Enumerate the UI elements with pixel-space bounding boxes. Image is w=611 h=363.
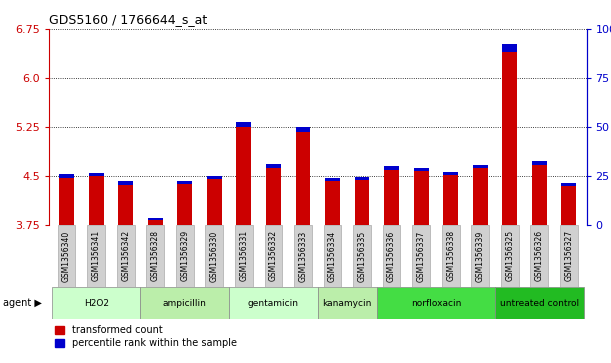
- Bar: [501, 225, 519, 287]
- Bar: [562, 186, 576, 225]
- Bar: [205, 225, 223, 287]
- Bar: [266, 168, 281, 225]
- Bar: [235, 225, 253, 287]
- Bar: [502, 52, 517, 225]
- Bar: [87, 225, 105, 287]
- Bar: [147, 225, 164, 287]
- Text: GDS5160 / 1766644_s_at: GDS5160 / 1766644_s_at: [49, 13, 207, 26]
- Bar: [148, 220, 163, 225]
- Text: GSM1356325: GSM1356325: [505, 231, 514, 281]
- Bar: [354, 177, 370, 180]
- Bar: [562, 183, 576, 186]
- Text: GSM1356328: GSM1356328: [151, 231, 159, 281]
- Legend: transformed count, percentile rank within the sample: transformed count, percentile rank withi…: [54, 324, 238, 349]
- Bar: [443, 175, 458, 225]
- Bar: [89, 173, 103, 176]
- Text: agent ▶: agent ▶: [3, 298, 42, 308]
- Bar: [236, 127, 251, 225]
- Bar: [296, 127, 310, 132]
- Text: GSM1356336: GSM1356336: [387, 230, 396, 282]
- Text: GSM1356342: GSM1356342: [121, 231, 130, 281]
- Bar: [560, 225, 577, 287]
- Bar: [502, 44, 517, 52]
- Text: gentamicin: gentamicin: [248, 299, 299, 307]
- Text: GSM1356327: GSM1356327: [565, 231, 573, 281]
- Bar: [52, 287, 141, 319]
- Text: GSM1356339: GSM1356339: [476, 230, 485, 282]
- Bar: [382, 225, 400, 287]
- Bar: [59, 178, 74, 225]
- Text: GSM1356331: GSM1356331: [240, 231, 248, 281]
- Bar: [119, 182, 133, 184]
- Bar: [532, 165, 547, 225]
- Bar: [377, 287, 495, 319]
- Bar: [414, 171, 428, 225]
- Bar: [412, 225, 430, 287]
- Text: norfloxacin: norfloxacin: [411, 299, 461, 307]
- Text: GSM1356341: GSM1356341: [92, 231, 101, 281]
- Text: GSM1356326: GSM1356326: [535, 231, 544, 281]
- Bar: [266, 164, 281, 168]
- Bar: [148, 218, 163, 220]
- Bar: [207, 179, 222, 225]
- Bar: [414, 168, 428, 171]
- Bar: [325, 181, 340, 225]
- Bar: [294, 225, 312, 287]
- Text: GSM1356337: GSM1356337: [417, 230, 426, 282]
- Bar: [324, 225, 342, 287]
- Text: untreated control: untreated control: [500, 299, 579, 307]
- Text: GSM1356335: GSM1356335: [357, 230, 367, 282]
- Bar: [443, 172, 458, 175]
- Bar: [58, 225, 76, 287]
- Bar: [532, 160, 547, 165]
- Bar: [442, 225, 459, 287]
- Bar: [141, 287, 229, 319]
- Bar: [473, 168, 488, 225]
- Bar: [265, 225, 282, 287]
- Text: ampicillin: ampicillin: [163, 299, 207, 307]
- Bar: [176, 225, 194, 287]
- Bar: [530, 225, 548, 287]
- Bar: [495, 287, 584, 319]
- Text: GSM1356329: GSM1356329: [180, 231, 189, 281]
- Bar: [354, 180, 370, 225]
- Bar: [89, 176, 103, 225]
- Text: GSM1356340: GSM1356340: [62, 230, 71, 282]
- Bar: [296, 132, 310, 225]
- Bar: [229, 287, 318, 319]
- Bar: [177, 181, 192, 184]
- Bar: [59, 175, 74, 178]
- Bar: [236, 122, 251, 127]
- Text: GSM1356332: GSM1356332: [269, 231, 278, 281]
- Bar: [384, 166, 399, 170]
- Bar: [177, 184, 192, 225]
- Bar: [325, 178, 340, 181]
- Text: GSM1356333: GSM1356333: [298, 230, 307, 282]
- Text: GSM1356334: GSM1356334: [328, 230, 337, 282]
- Bar: [473, 165, 488, 168]
- Text: GSM1356330: GSM1356330: [210, 230, 219, 282]
- Bar: [117, 225, 134, 287]
- Bar: [353, 225, 371, 287]
- Text: kanamycin: kanamycin: [323, 299, 372, 307]
- Bar: [119, 184, 133, 225]
- Bar: [384, 170, 399, 225]
- Text: GSM1356338: GSM1356338: [446, 231, 455, 281]
- Bar: [471, 225, 489, 287]
- Text: H2O2: H2O2: [84, 299, 109, 307]
- Bar: [207, 176, 222, 179]
- Bar: [318, 287, 377, 319]
